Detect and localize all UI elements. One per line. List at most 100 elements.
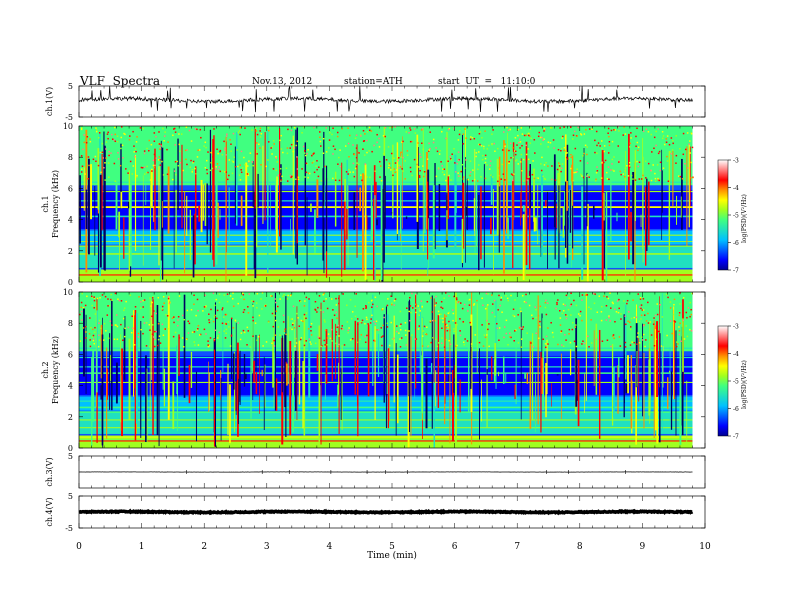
spectral-speckle	[273, 143, 275, 145]
spectral-speckle	[581, 175, 583, 177]
spectral-speckle	[113, 126, 116, 129]
spectral-speckle	[465, 159, 467, 161]
spectral-speckle	[448, 339, 450, 342]
spectral-speckle	[476, 180, 479, 182]
ch1-spectrogram	[79, 126, 694, 282]
spectral-speckle	[375, 320, 378, 323]
spectral-speckle	[84, 325, 87, 328]
spectral-speckle	[197, 344, 200, 346]
spectral-speckle	[465, 137, 467, 139]
spectral-speckle	[449, 343, 452, 346]
spectral-speckle	[562, 135, 564, 138]
spectral-speckle	[172, 128, 175, 130]
spectral-speckle	[265, 341, 268, 343]
spectral-speckle	[93, 297, 96, 299]
spectral-speckle	[388, 344, 391, 347]
spectral-speckle	[387, 298, 389, 300]
spectral-speckle	[239, 338, 242, 341]
spectral-speckle	[435, 302, 437, 304]
spectral-speckle	[636, 127, 638, 130]
spectral-speckle	[666, 155, 668, 158]
spectral-speckle	[272, 140, 275, 142]
spectral-speckle	[360, 334, 363, 336]
spectral-speckle	[507, 344, 509, 346]
spectral-speckle	[659, 161, 662, 164]
spectral-speckle	[682, 319, 685, 322]
spectral-speckle	[633, 316, 635, 319]
spectral-speckle	[379, 160, 381, 163]
spectral-speckle	[349, 171, 351, 173]
spectral-speckle	[470, 343, 473, 345]
spectral-speckle	[251, 129, 253, 131]
spectral-speckle	[98, 319, 101, 322]
spectral-speckle	[319, 140, 322, 143]
spectral-speckle	[618, 298, 620, 301]
spectral-speckle	[409, 319, 411, 322]
spectral-speckle	[218, 331, 221, 334]
spectral-speckle	[585, 292, 587, 294]
spectral-speckle	[158, 131, 160, 133]
spectral-speckle	[133, 151, 135, 153]
spectral-speckle	[80, 171, 83, 173]
spectral-speckle	[324, 345, 326, 348]
spectral-speckle	[246, 173, 249, 175]
spectral-speckle	[431, 319, 434, 322]
spectral-speckle	[104, 295, 107, 298]
spectral-speckle	[483, 145, 485, 148]
spectral-speckle	[155, 157, 158, 159]
spectral-speckle	[667, 180, 670, 183]
spectral-speckle	[81, 165, 84, 168]
spectral-speckle	[560, 147, 563, 150]
spectral-speckle	[157, 143, 160, 145]
spectral-speckle	[540, 169, 543, 172]
spectral-speckle	[290, 318, 293, 320]
spectral-speckle	[89, 317, 91, 319]
spectral-speckle	[538, 337, 540, 340]
spectral-speckle	[676, 341, 678, 343]
spectral-speckle	[307, 149, 309, 151]
spectral-speckle	[368, 301, 370, 304]
spectral-speckle	[326, 307, 329, 310]
spectral-speckle	[502, 173, 505, 175]
spectral-speckle	[318, 337, 321, 340]
spectral-speckle	[682, 297, 685, 299]
spectral-speckle	[603, 145, 606, 147]
spectral-speckle	[99, 297, 101, 299]
spectral-speckle	[280, 179, 283, 181]
spectral-speckle	[368, 129, 371, 132]
spectral-speckle	[357, 163, 360, 166]
spectral-speckle	[118, 299, 121, 302]
spectral-speckle	[334, 148, 336, 151]
spectral-speckle	[457, 172, 459, 174]
spectral-speckle	[628, 311, 630, 313]
spectral-speckle	[581, 299, 583, 301]
spectral-speckle	[123, 307, 126, 309]
spectral-speckle	[647, 312, 649, 315]
spectral-speckle	[463, 303, 466, 306]
spectral-speckle	[332, 127, 334, 130]
spectral-speckle	[380, 327, 383, 329]
spectral-speckle	[529, 135, 531, 138]
spectral-speckle	[415, 338, 418, 340]
spectral-speckle	[601, 162, 603, 164]
spectral-speckle	[298, 325, 301, 327]
spectral-speckle	[316, 160, 318, 162]
spectral-speckle	[463, 167, 466, 169]
spectral-speckle	[528, 176, 530, 178]
spectral-speckle	[335, 304, 338, 306]
spectral-speckle	[124, 133, 126, 136]
spectral-speckle	[363, 154, 366, 156]
spectral-speckle	[447, 160, 449, 163]
spectral-speckle	[355, 165, 358, 168]
spectral-speckle	[229, 139, 231, 141]
spectral-speckle	[124, 327, 126, 330]
spectral-speckle	[422, 165, 424, 167]
spectral-speckle	[270, 295, 272, 297]
spectral-speckle	[635, 316, 638, 319]
spectral-speckle	[421, 335, 424, 337]
spectral-speckle	[98, 137, 100, 139]
spectral-speckle	[308, 172, 311, 175]
spectral-speckle	[536, 177, 538, 179]
spectral-speckle	[331, 340, 333, 342]
spectral-speckle	[525, 134, 527, 137]
